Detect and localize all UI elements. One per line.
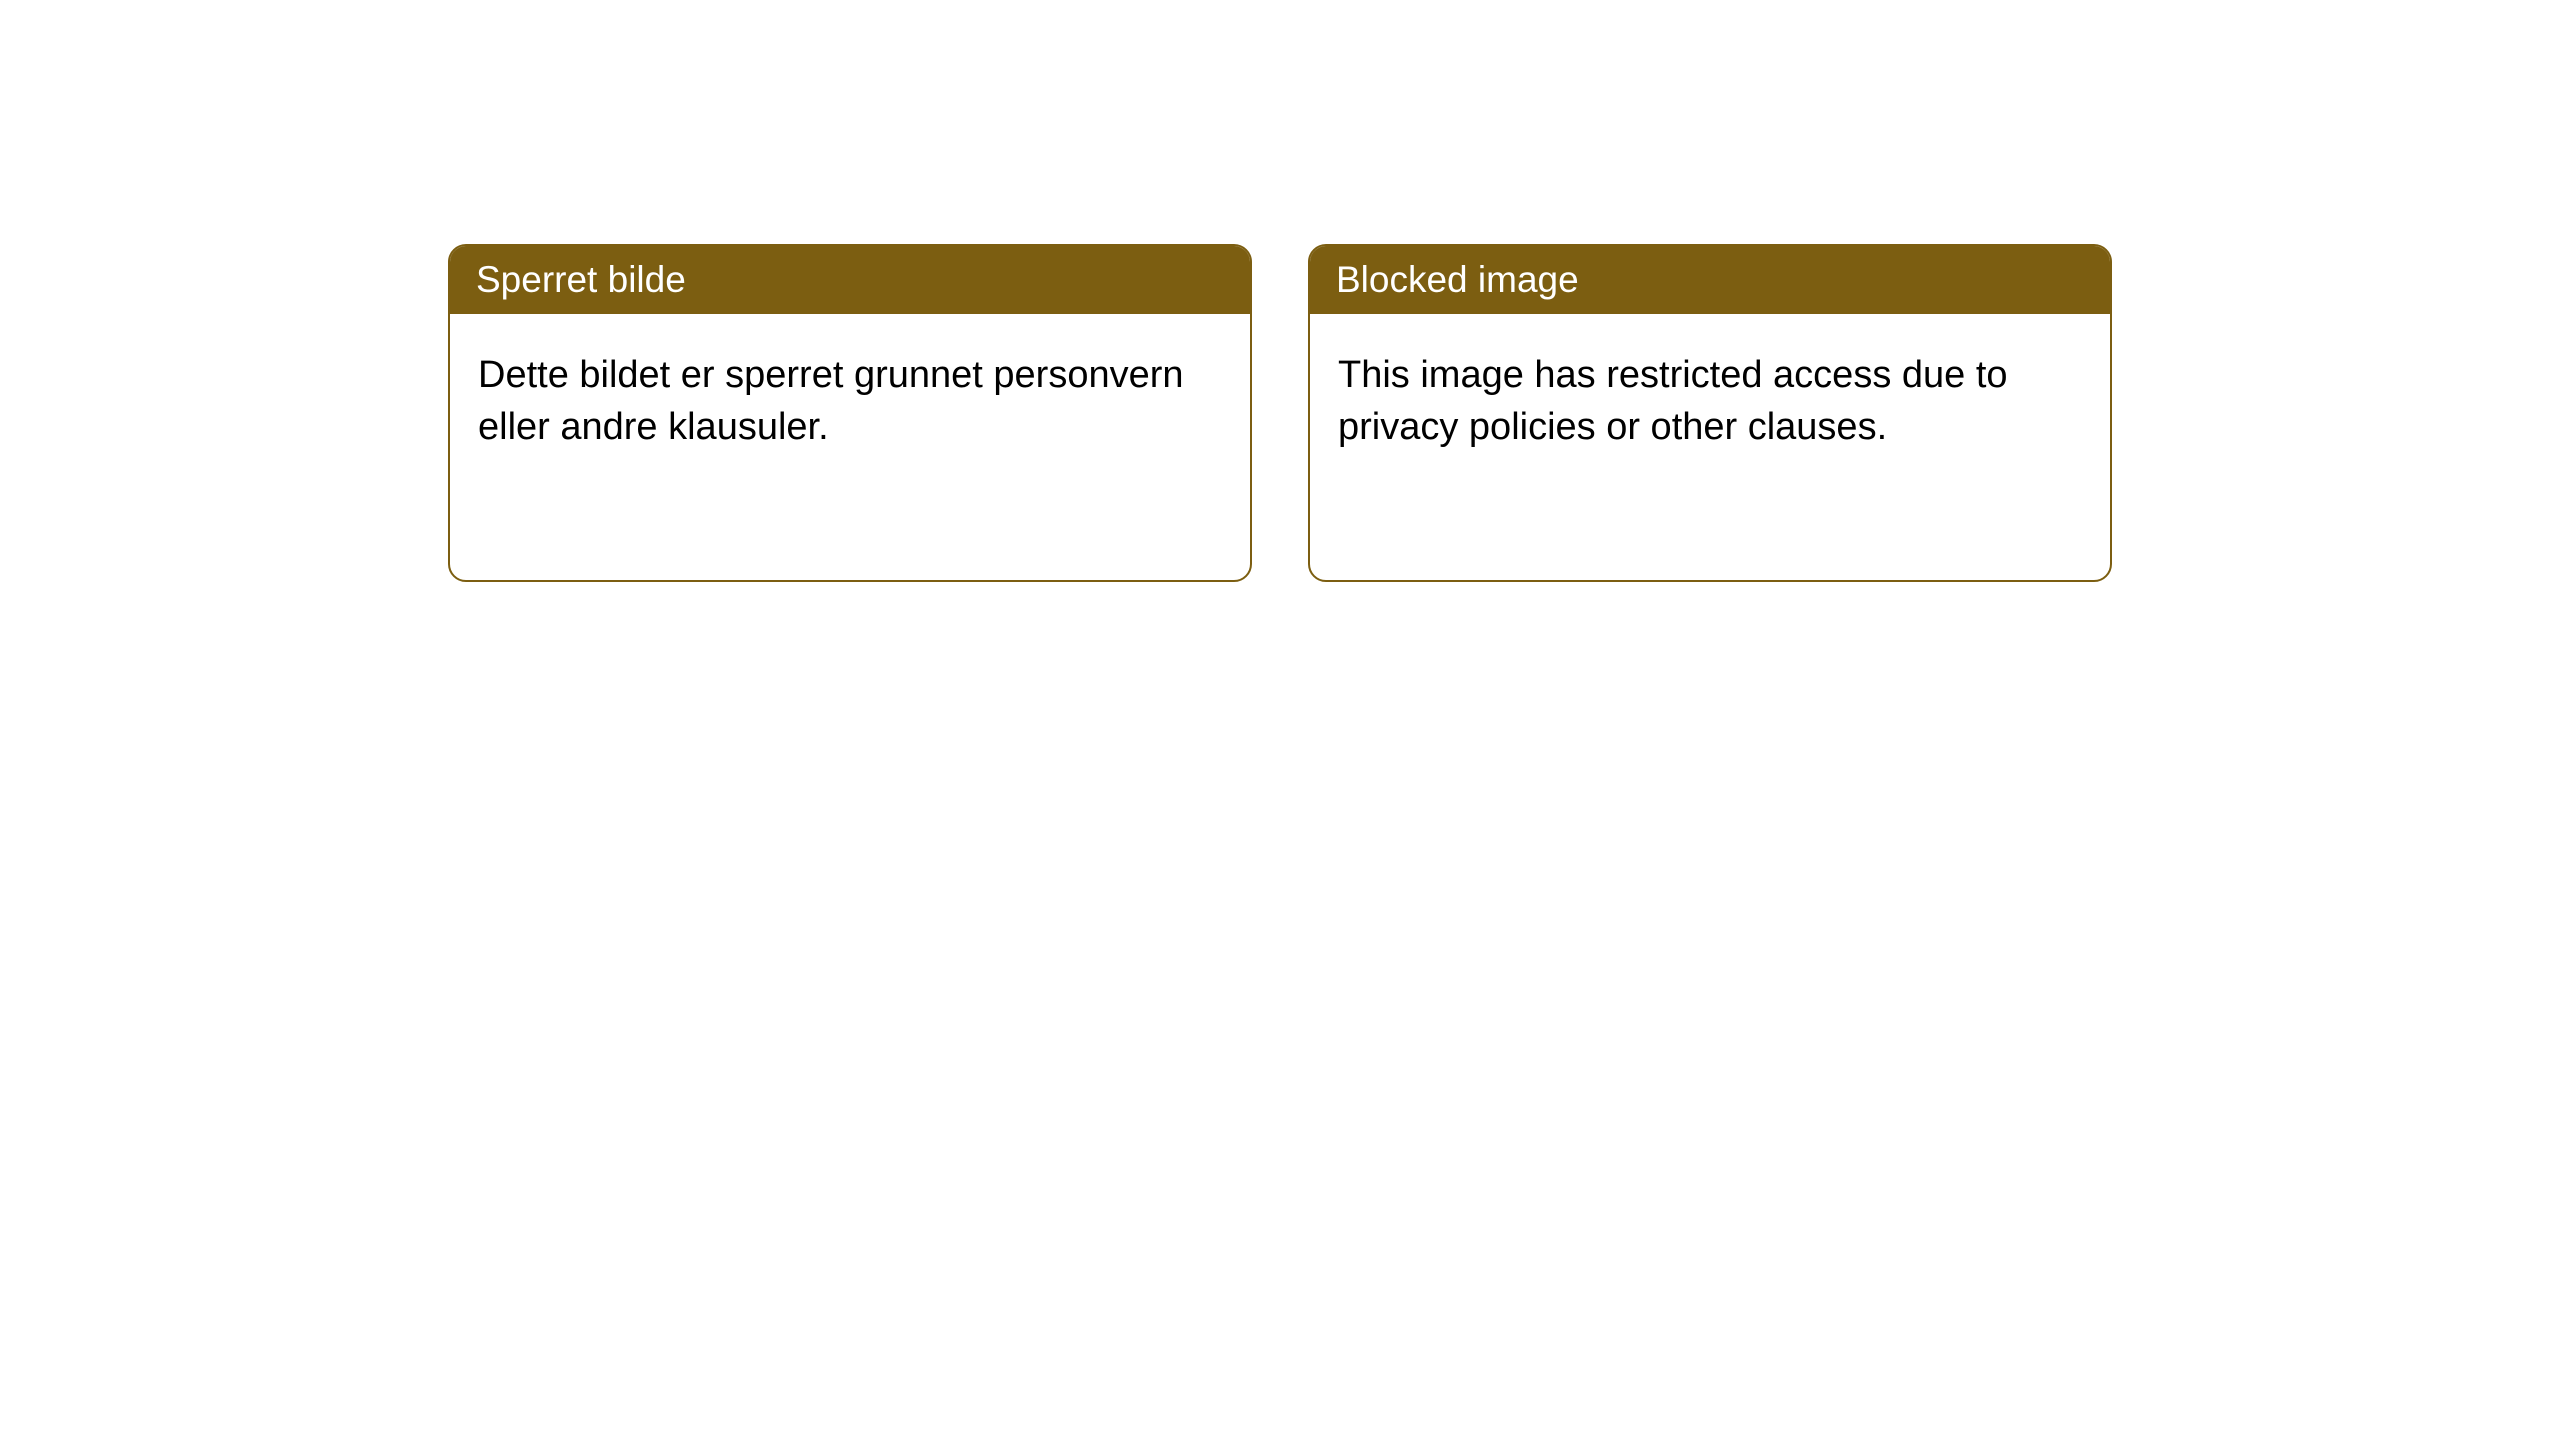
notice-container: Sperret bilde Dette bildet er sperret gr…	[448, 244, 2112, 582]
notice-card-english: Blocked image This image has restricted …	[1308, 244, 2112, 582]
notice-header-english: Blocked image	[1310, 246, 2110, 314]
notice-header-norwegian: Sperret bilde	[450, 246, 1250, 314]
notice-card-norwegian: Sperret bilde Dette bildet er sperret gr…	[448, 244, 1252, 582]
notice-title-norwegian: Sperret bilde	[476, 259, 686, 300]
notice-text-english: This image has restricted access due to …	[1338, 354, 2008, 447]
notice-body-norwegian: Dette bildet er sperret grunnet personve…	[450, 314, 1250, 489]
notice-text-norwegian: Dette bildet er sperret grunnet personve…	[478, 354, 1184, 447]
notice-body-english: This image has restricted access due to …	[1310, 314, 2110, 489]
notice-title-english: Blocked image	[1336, 259, 1579, 300]
